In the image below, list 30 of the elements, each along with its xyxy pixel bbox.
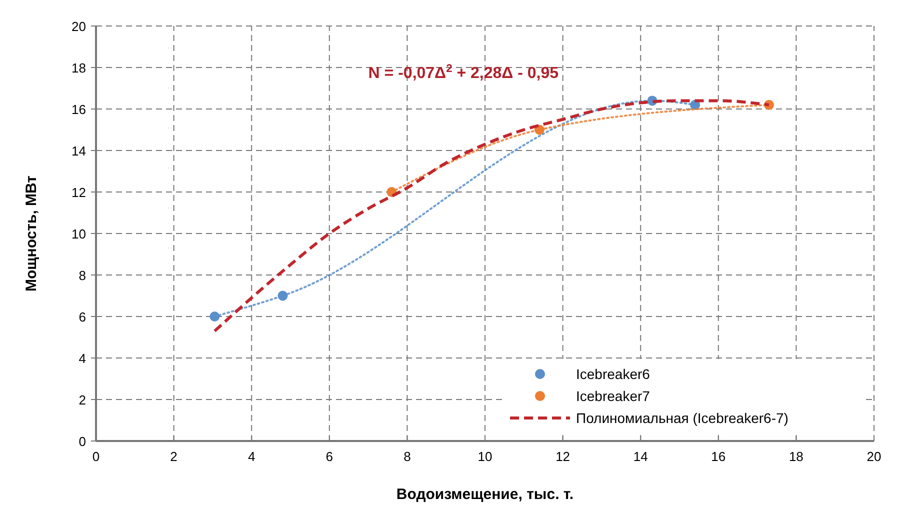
legend-label: Icebreaker7 xyxy=(576,388,650,404)
x-tick-label: 0 xyxy=(92,449,100,464)
x-axis-title: Водоизмещение, тыс. т. xyxy=(396,486,574,503)
y-tick-label: 18 xyxy=(72,60,86,76)
y-tick-label: 14 xyxy=(72,144,86,158)
point xyxy=(278,290,288,301)
x-tick-label: 12 xyxy=(556,449,570,464)
y-tick-label: 16 xyxy=(72,102,86,117)
y-tick-label: 6 xyxy=(78,310,86,324)
x-tick-label: 8 xyxy=(404,449,411,464)
y-tick-label: 12 xyxy=(72,185,86,200)
y-tick-label: 2 xyxy=(78,392,86,408)
x-tick-label: 4 xyxy=(248,449,256,464)
x-tick-label: 16 xyxy=(711,449,726,464)
x-tick-label: 10 xyxy=(478,449,492,464)
legend-label: Полиномиальная (Icebreaker6-7) xyxy=(576,410,788,426)
x-tick-label: 2 xyxy=(170,449,178,464)
y-tick-label: 0 xyxy=(78,434,86,449)
x-tick-label: 18 xyxy=(788,449,804,464)
y-tick-label: 10 xyxy=(72,226,86,242)
x-tick-label: 20 xyxy=(866,449,882,464)
y-tick-label: 8 xyxy=(78,268,86,283)
x-tick-label: 14 xyxy=(633,449,648,464)
point xyxy=(534,124,544,135)
legend-label: Icebreaker6 xyxy=(576,366,650,382)
point xyxy=(210,312,220,322)
y-axis-title: Мощность, МВт xyxy=(23,175,40,292)
x-tick-label: 6 xyxy=(326,449,334,464)
y-tick-label: 4 xyxy=(78,351,86,366)
y-tick-label: 20 xyxy=(72,19,86,34)
